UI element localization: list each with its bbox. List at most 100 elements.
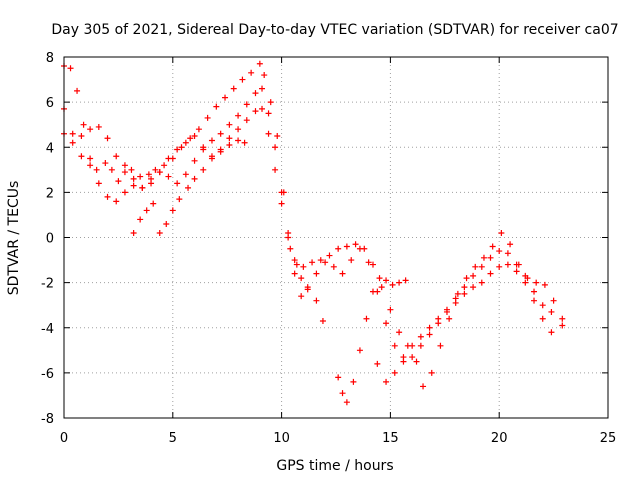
data-point: [313, 270, 320, 277]
data-point: [272, 144, 279, 151]
data-point: [559, 315, 566, 322]
data-series-6: [374, 261, 555, 385]
data-point: [217, 148, 224, 155]
data-point: [446, 315, 453, 322]
data-point: [113, 198, 120, 205]
data-point: [115, 178, 122, 185]
data-point: [387, 306, 394, 313]
data-point: [291, 270, 298, 277]
data-point: [121, 169, 128, 176]
data-point: [548, 329, 555, 336]
data-series-2: [61, 85, 566, 365]
data-point: [496, 248, 503, 255]
data-point: [113, 153, 120, 160]
data-point: [478, 263, 485, 270]
data-point: [365, 259, 372, 266]
data-point: [272, 166, 279, 173]
data-point: [496, 263, 503, 270]
x-tick-label: 15: [382, 431, 399, 446]
data-point: [539, 302, 546, 309]
data-point: [287, 245, 294, 252]
data-point: [498, 229, 505, 236]
data-point: [191, 175, 198, 182]
data-point: [343, 399, 350, 406]
data-point: [104, 193, 111, 200]
data-point: [539, 315, 546, 322]
data-point: [304, 284, 311, 291]
data-series-5: [335, 275, 409, 406]
data-point: [531, 288, 538, 295]
data-point: [417, 333, 424, 340]
data-point: [513, 261, 520, 268]
data-point: [195, 126, 202, 133]
data-point: [95, 180, 102, 187]
data-point: [87, 162, 94, 169]
data-point: [478, 279, 485, 286]
y-tick-label: -2: [41, 277, 54, 292]
data-point: [130, 175, 137, 182]
data-point: [383, 378, 390, 385]
data-point: [182, 171, 189, 178]
data-point: [550, 297, 557, 304]
data-point: [187, 135, 194, 142]
data-point: [420, 383, 427, 390]
data-point: [235, 112, 242, 119]
data-point: [400, 354, 407, 361]
chart-title: Day 305 of 2021, Sidereal Day-to-day VTE…: [51, 22, 618, 38]
data-point: [235, 137, 242, 144]
data-point: [93, 166, 100, 173]
data-point: [174, 180, 181, 187]
data-point: [78, 153, 85, 160]
data-point: [191, 157, 198, 164]
data-point: [470, 272, 477, 279]
data-point: [156, 229, 163, 236]
data-point: [130, 229, 137, 236]
x-tick-label: 10: [273, 431, 290, 446]
x-tick-label: 20: [491, 431, 508, 446]
y-tick-label: 4: [46, 141, 54, 156]
data-point: [504, 250, 511, 257]
data-point: [143, 207, 150, 214]
data-point: [396, 329, 403, 336]
data-point: [226, 135, 233, 142]
data-point: [204, 114, 211, 121]
data-point: [369, 288, 376, 295]
data-point: [200, 166, 207, 173]
grid-lines: [64, 57, 608, 418]
data-point: [248, 69, 255, 76]
data-point: [213, 103, 220, 110]
data-point: [265, 130, 272, 137]
data-point: [352, 241, 359, 248]
data-point: [335, 245, 342, 252]
data-point: [531, 297, 538, 304]
data-point: [480, 254, 487, 261]
data-point: [317, 257, 324, 264]
data-point: [348, 257, 355, 264]
data-point: [265, 110, 272, 117]
data-point: [391, 342, 398, 349]
data-point: [80, 121, 87, 128]
data-point: [252, 90, 259, 97]
data-point: [443, 308, 450, 315]
data-point: [339, 270, 346, 277]
data-point: [389, 281, 396, 288]
data-point: [293, 261, 300, 268]
data-point: [152, 166, 159, 173]
data-point: [339, 390, 346, 397]
data-point: [259, 85, 266, 92]
x-tick-label: 25: [600, 431, 617, 446]
data-point: [121, 189, 128, 196]
data-point: [95, 123, 102, 130]
data-point: [226, 141, 233, 148]
data-point: [102, 160, 109, 167]
data-point: [426, 331, 433, 338]
data-point: [274, 132, 281, 139]
data-point: [148, 180, 155, 187]
data-point: [522, 272, 529, 279]
data-point: [285, 229, 292, 236]
data-point: [67, 65, 74, 72]
data-point: [300, 263, 307, 270]
y-tick-label: 6: [46, 96, 54, 111]
data-point: [437, 342, 444, 349]
